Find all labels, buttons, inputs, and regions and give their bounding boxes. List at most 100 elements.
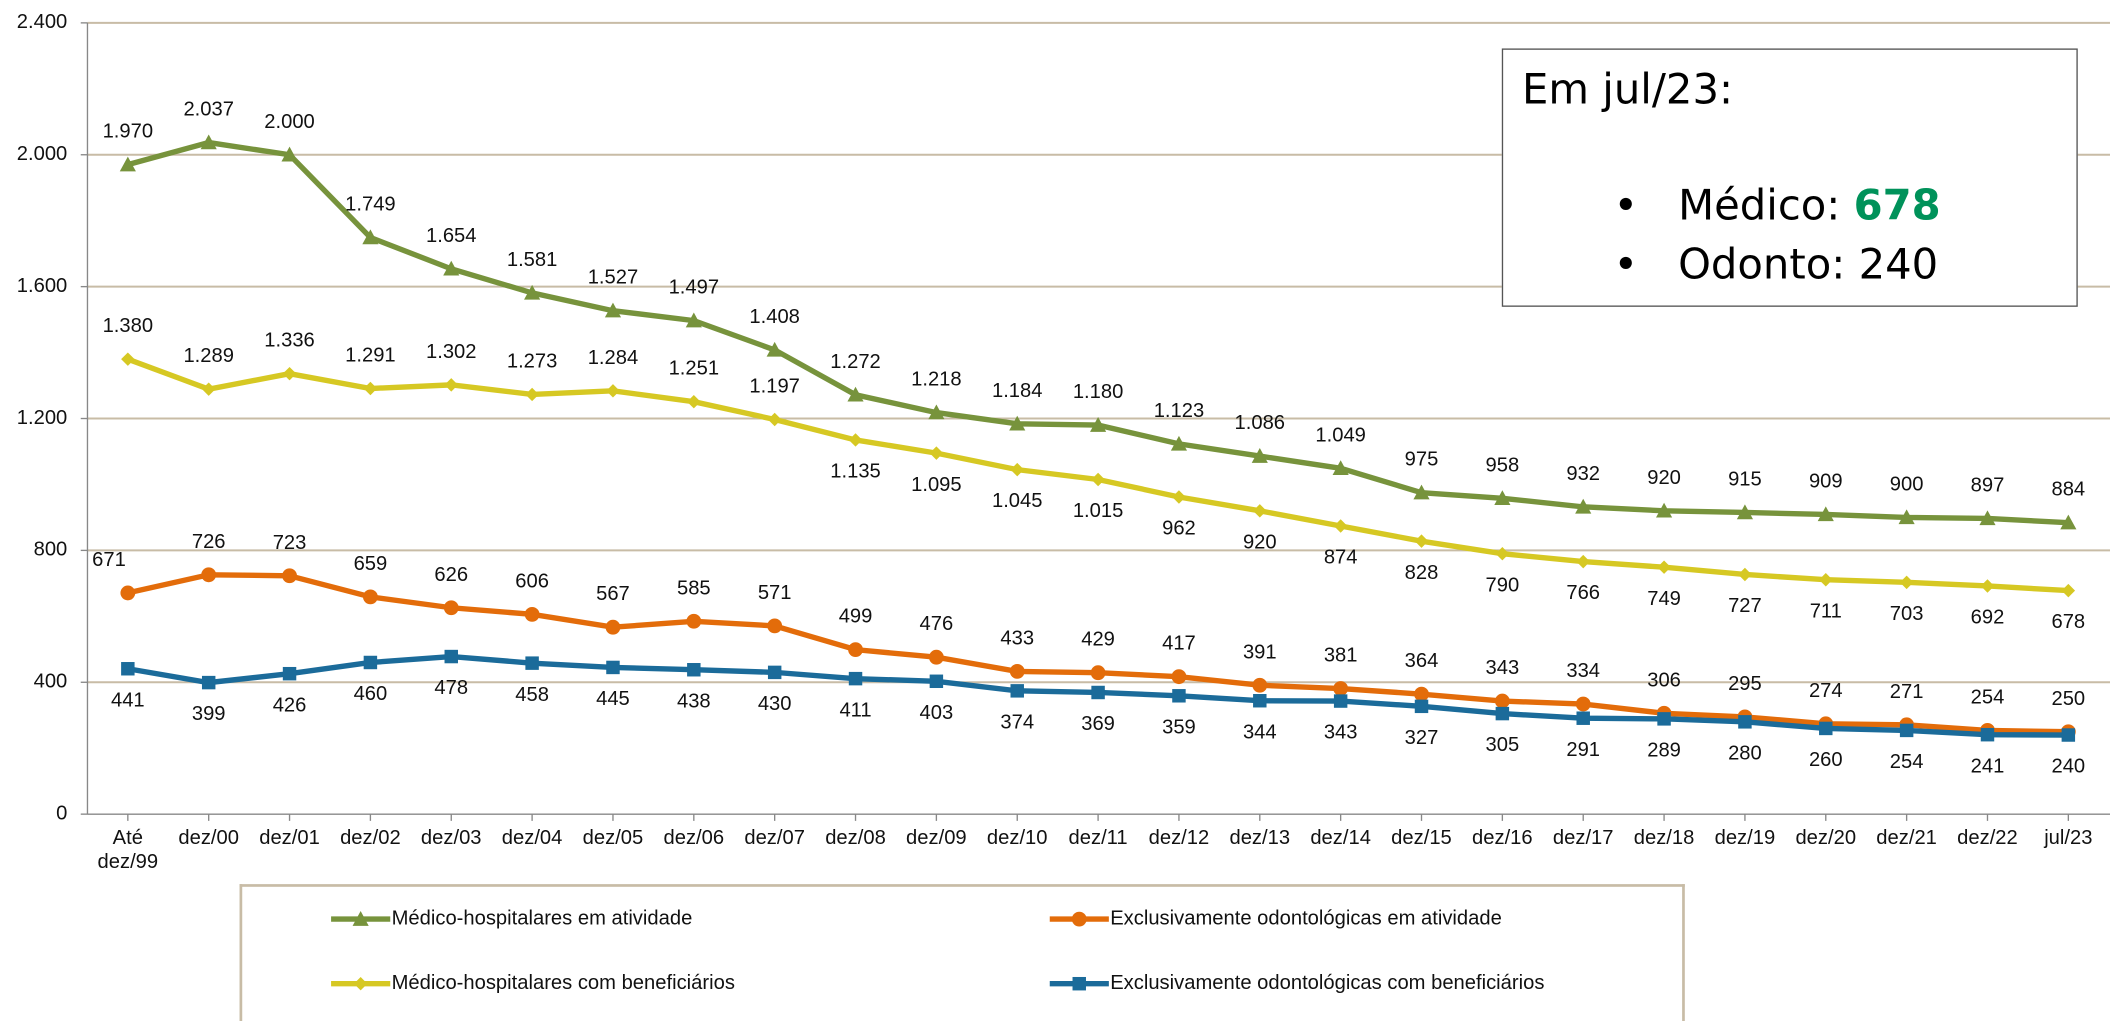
data-label: 1.180 [1073, 381, 1123, 403]
marker [1172, 689, 1186, 703]
x-tick-label: dez/18 [1633, 826, 1695, 850]
data-label: 727 [1728, 595, 1762, 617]
data-label: 900 [1890, 473, 1924, 495]
marker [120, 585, 136, 601]
marker [767, 665, 782, 680]
marker [525, 387, 539, 402]
data-label: 430 [758, 693, 792, 715]
data-label: 411 [839, 699, 871, 721]
data-label: 915 [1728, 469, 1762, 491]
marker [848, 642, 863, 658]
data-label: 359 [1162, 716, 1196, 738]
data-label: 280 [1728, 742, 1762, 764]
data-label: 958 [1486, 454, 1520, 476]
marker [443, 600, 459, 616]
marker [1575, 498, 1592, 514]
marker [1898, 509, 1915, 525]
marker [282, 568, 297, 584]
x-tick-label: dez/03 [420, 826, 482, 850]
legend: Médico-hospitalares em atividade Médico-h… [239, 884, 1685, 1021]
marker [1576, 554, 1590, 569]
marker [200, 134, 217, 150]
data-label: 659 [354, 553, 388, 575]
marker [444, 378, 458, 392]
data-label: 426 [273, 694, 307, 716]
data-label: 920 [1243, 531, 1277, 553]
marker [362, 229, 379, 245]
marker [201, 567, 217, 583]
data-label: 1.273 [507, 350, 557, 372]
data-label: 344 [1243, 721, 1277, 743]
marker [353, 976, 368, 991]
data-label: 2.037 [183, 99, 233, 121]
marker [2061, 728, 2076, 742]
data-label: 1.251 [669, 358, 719, 380]
data-label: 1.272 [830, 351, 880, 373]
x-tick-label: dez/15 [1391, 826, 1452, 850]
data-label: 606 [515, 570, 549, 592]
marker [1899, 723, 1914, 738]
data-label: 1.291 [345, 345, 395, 367]
data-label: 975 [1405, 449, 1439, 471]
data-label: 678 [2052, 611, 2086, 633]
data-label: 1.497 [669, 277, 719, 299]
marker [282, 666, 297, 681]
marker [1253, 694, 1267, 708]
marker [1413, 484, 1430, 500]
marker [1736, 504, 1753, 520]
marker [1657, 712, 1671, 726]
annotation-title: Em jul/23: [1521, 65, 1734, 115]
data-label: 920 [1647, 467, 1681, 489]
data-label: 240 [2052, 756, 2086, 778]
annotation-label: Odonto: [1678, 240, 1846, 290]
marker [201, 675, 216, 690]
data-label: 1.135 [830, 461, 880, 483]
data-label: 458 [515, 684, 549, 706]
data-label: 749 [1647, 588, 1681, 610]
data-label: 790 [1486, 574, 1520, 596]
marker [1414, 686, 1429, 702]
annotation-item: Odonto: 240 [1613, 240, 1938, 290]
data-label: 271 [1890, 681, 1924, 703]
x-tick-label: dez/17 [1552, 826, 1614, 850]
legend-label: Médico-hospitalares com beneficiários [391, 971, 735, 995]
data-label: 1.095 [911, 474, 961, 496]
x-tick-label: jul/23 [2044, 826, 2093, 850]
data-label: 884 [2052, 479, 2086, 501]
legend-label: Exclusivamente odontológicas em atividad… [1110, 907, 1502, 930]
data-label: 399 [192, 703, 226, 725]
x-tick-label: dez/01 [259, 826, 320, 850]
marker [605, 619, 621, 635]
y-tick-label: 0 [56, 802, 67, 824]
data-label: 291 [1566, 739, 1600, 761]
marker [524, 284, 541, 300]
marker [1575, 696, 1591, 712]
data-label: 403 [920, 702, 954, 724]
y-tick-label: 400 [34, 671, 68, 693]
legend-label: Médico-hospitalares em atividade [391, 907, 693, 930]
data-label: 932 [1566, 463, 1600, 485]
marker [1495, 706, 1510, 721]
data-label: 1.970 [103, 121, 153, 143]
marker [1738, 567, 1752, 582]
marker [685, 312, 702, 328]
marker [1091, 472, 1105, 487]
y-tick-label: 2.000 [17, 143, 67, 165]
data-label: 364 [1405, 650, 1439, 672]
data-label: 723 [273, 532, 307, 554]
marker [929, 446, 944, 460]
marker [1819, 721, 1833, 736]
x-tick-label: dez/14 [1310, 826, 1371, 850]
x-tick-label: dez/11 [1068, 826, 1128, 850]
marker [1009, 415, 1026, 431]
data-label: 703 [1890, 603, 1924, 625]
marker [1979, 510, 1996, 526]
data-label: 441 [111, 689, 145, 711]
data-label: 254 [1890, 751, 1924, 773]
legend-swatch [331, 976, 391, 991]
marker [1171, 669, 1187, 685]
marker [606, 384, 620, 398]
y-tick-label: 1.200 [17, 407, 67, 429]
x-tick-label: dez/07 [744, 826, 805, 850]
data-label: 567 [596, 583, 630, 605]
